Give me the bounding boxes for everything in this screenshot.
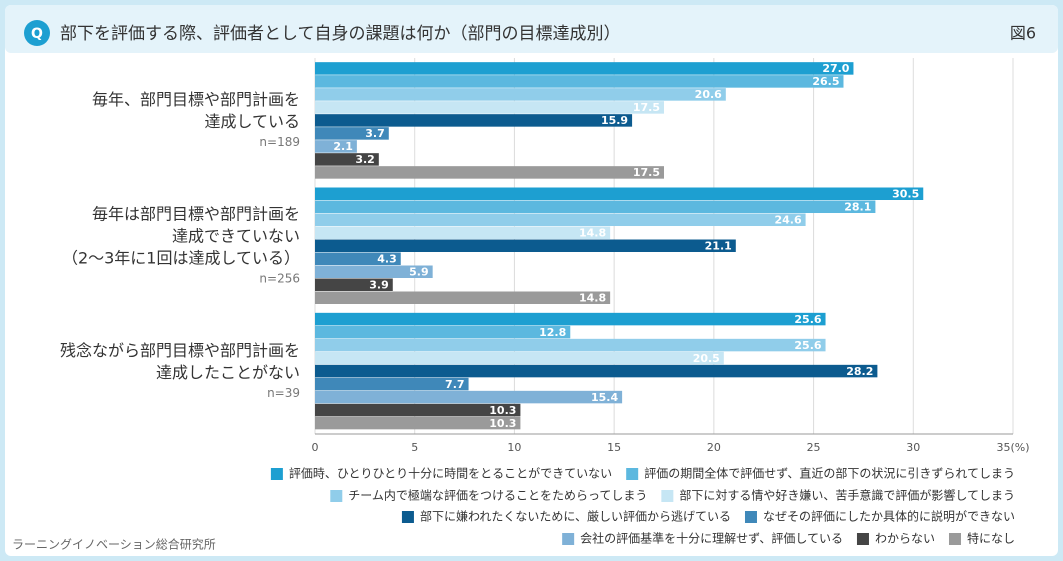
bar <box>315 114 633 127</box>
legend-swatch <box>744 511 757 523</box>
bar <box>315 213 806 226</box>
legend-swatch <box>401 511 414 523</box>
value-label: 17.5 <box>633 101 660 114</box>
figure-label: 図6 <box>1010 24 1036 43</box>
legend-label: チーム内で極端な評価をつけることをためらってしまう <box>348 488 647 503</box>
legend-label: 特になし <box>967 531 1015 546</box>
value-label: 28.1 <box>844 201 871 214</box>
value-label: 21.1 <box>705 240 732 253</box>
legend-swatch <box>948 533 961 545</box>
value-label: 7.7 <box>445 378 465 391</box>
x-tick-label: 5 <box>411 441 418 454</box>
legend-label: なぜその評価にしたか具体的に説明ができない <box>763 509 1015 524</box>
bar <box>315 75 844 88</box>
q-icon <box>24 20 50 46</box>
value-label: 12.8 <box>539 326 566 339</box>
value-label: 26.5 <box>812 75 839 88</box>
x-tick-label: 35(%) <box>996 441 1029 454</box>
legend-label: 部下に嫌われたくないために、厳しい評価から逃げている <box>420 509 731 524</box>
bar <box>315 239 736 252</box>
bar <box>315 252 401 265</box>
category-label: 毎年、部門目標や部門計画を <box>92 90 300 109</box>
category-label: （2～3年に1回は達成している） <box>62 249 300 268</box>
value-label: 4.3 <box>377 253 397 266</box>
q-letter: Q <box>31 26 43 42</box>
legend-label: 会社の評価基準を十分に理解せず、評価している <box>580 531 843 546</box>
value-label: 14.8 <box>579 292 606 305</box>
legend-label: 評価の期間全体で評価せず、直近の部下の状況に引きずられてしまう <box>644 466 1015 481</box>
header-band <box>5 5 1058 53</box>
value-label: 25.6 <box>794 313 821 326</box>
bar <box>315 312 826 326</box>
bar <box>315 166 664 179</box>
x-tick-label: 20 <box>707 441 721 454</box>
legend-label: 部下に対する情や好き嫌い、苦手意識で評価が影響してしまう <box>679 488 1015 503</box>
value-label: 5.9 <box>409 266 429 279</box>
value-label: 30.5 <box>892 188 919 201</box>
bar <box>315 140 357 153</box>
bar <box>315 364 878 378</box>
x-tick-label: 30 <box>906 441 920 454</box>
x-tick-label: 25 <box>807 441 821 454</box>
value-label: 17.5 <box>633 166 660 179</box>
legend-swatch <box>330 490 343 502</box>
x-tick-label: 10 <box>507 441 521 454</box>
category-note: n=189 <box>259 135 300 149</box>
bar <box>315 416 521 430</box>
bar <box>315 325 571 339</box>
bar <box>315 226 611 239</box>
legend-swatch <box>661 490 674 502</box>
legend-swatch <box>562 533 575 545</box>
panel <box>5 5 1058 556</box>
category-label: 達成したことがない <box>156 363 300 382</box>
x-tick-label: 0 <box>312 441 319 454</box>
value-label: 20.5 <box>693 352 720 365</box>
bar <box>315 291 611 304</box>
value-label: 10.3 <box>489 404 516 417</box>
value-label: 3.9 <box>369 279 389 292</box>
value-label: 28.2 <box>846 365 873 378</box>
bar <box>315 390 623 404</box>
bar <box>315 127 389 140</box>
value-label: 15.4 <box>591 391 618 404</box>
bar <box>315 278 393 291</box>
bar <box>315 351 724 365</box>
x-tick-label: 15 <box>607 441 621 454</box>
value-label: 3.2 <box>355 153 375 166</box>
legend-swatch <box>270 468 283 480</box>
bar <box>315 187 924 200</box>
value-label: 2.1 <box>333 140 353 153</box>
value-label: 20.6 <box>695 88 722 101</box>
legend-swatch <box>856 533 869 545</box>
bar <box>315 403 521 417</box>
category-label: 毎年は部門目標や部門計画を <box>92 205 300 224</box>
value-label: 27.0 <box>822 62 849 75</box>
bar <box>315 265 433 278</box>
value-label: 10.3 <box>489 417 516 430</box>
category-note: n=256 <box>259 272 300 286</box>
value-label: 14.8 <box>579 227 606 240</box>
value-label: 3.7 <box>365 127 385 140</box>
value-label: 15.9 <box>601 114 628 127</box>
category-label: 残念ながら部門目標や部門計画を <box>60 341 300 360</box>
bar <box>315 153 379 166</box>
bar <box>315 62 854 75</box>
bar <box>315 338 826 352</box>
legend-swatch <box>626 468 639 480</box>
bar <box>315 88 726 101</box>
category-label: 達成できていない <box>172 227 300 246</box>
bar <box>315 200 876 213</box>
bar <box>315 101 664 114</box>
legend-label: わからない <box>875 532 935 546</box>
legend-label: 評価時、ひとりひとり十分に時間をとることができていない <box>289 466 612 481</box>
value-label: 24.6 <box>774 214 801 227</box>
chart-title: 部下を評価する際、評価者として自身の課題は何か（部門の目標達成別） <box>60 24 621 44</box>
category-label: 達成している <box>204 112 300 131</box>
bar <box>315 377 469 391</box>
value-label: 25.6 <box>794 339 821 352</box>
category-note: n=39 <box>267 386 300 400</box>
source: ラーニングイノベーション総合研究所 <box>12 537 216 552</box>
